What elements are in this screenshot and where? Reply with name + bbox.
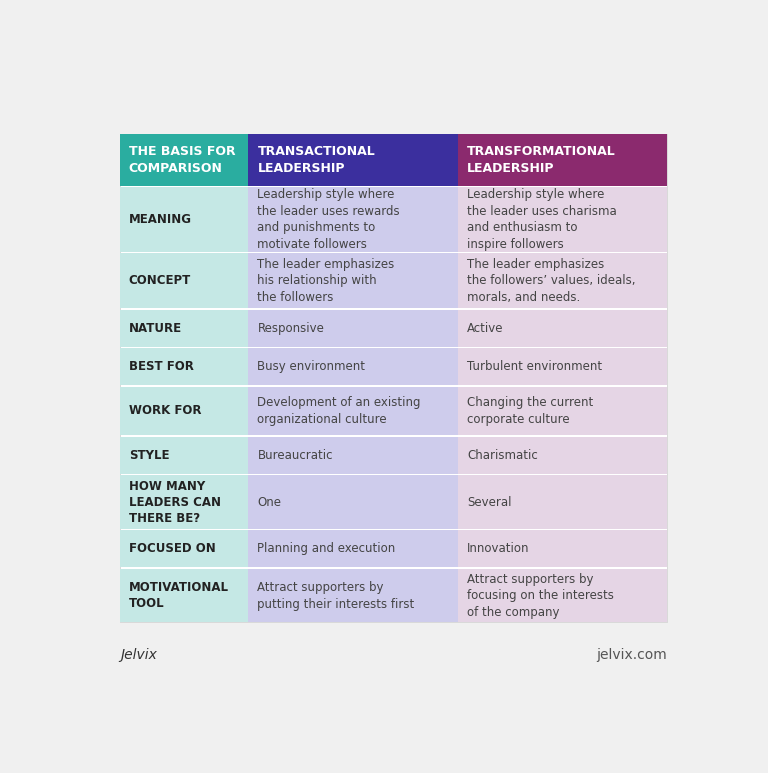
Bar	[120, 475, 249, 529]
Bar	[458, 437, 667, 474]
Bar	[120, 309, 249, 346]
Bar	[120, 387, 249, 435]
Bar	[120, 530, 249, 567]
Text: Several: Several	[467, 495, 511, 509]
Text: Changing the current
corporate culture: Changing the current corporate culture	[467, 397, 594, 426]
Bar	[120, 135, 249, 186]
Bar	[458, 475, 667, 529]
Bar	[120, 569, 249, 622]
Bar	[120, 188, 249, 251]
Text: WORK FOR: WORK FOR	[129, 404, 201, 417]
Text: BEST FOR: BEST FOR	[129, 360, 194, 373]
Bar	[249, 530, 458, 567]
Bar	[249, 135, 458, 186]
Text: Jelvix: Jelvix	[120, 649, 157, 662]
Text: Development of an existing
organizational culture: Development of an existing organizationa…	[257, 397, 421, 426]
Bar	[458, 135, 667, 186]
Text: FOCUSED ON: FOCUSED ON	[129, 543, 216, 556]
Bar	[249, 309, 458, 346]
Bar	[458, 530, 667, 567]
Bar	[458, 349, 667, 385]
Text: jelvix.com: jelvix.com	[597, 649, 667, 662]
Bar	[249, 387, 458, 435]
Bar	[458, 254, 667, 308]
Text: Turbulent environment: Turbulent environment	[467, 360, 602, 373]
Bar	[249, 254, 458, 308]
Bar	[120, 135, 667, 622]
Bar	[249, 437, 458, 474]
Text: The leader emphasizes
the followers’ values, ideals,
morals, and needs.: The leader emphasizes the followers’ val…	[467, 257, 636, 304]
Text: Active: Active	[467, 322, 504, 335]
Bar	[249, 188, 458, 251]
Text: Leadership style where
the leader uses charisma
and enthusiasm to
inspire follow: Leadership style where the leader uses c…	[467, 189, 617, 250]
Text: The leader emphasizes
his relationship with
the followers: The leader emphasizes his relationship w…	[257, 257, 395, 304]
Text: NATURE: NATURE	[129, 322, 182, 335]
Bar	[458, 188, 667, 251]
Bar	[120, 437, 249, 474]
Bar	[120, 349, 249, 385]
Bar	[249, 349, 458, 385]
Bar	[249, 569, 458, 622]
Text: Planning and execution: Planning and execution	[257, 543, 396, 556]
Text: CONCEPT: CONCEPT	[129, 274, 191, 287]
Text: One: One	[257, 495, 281, 509]
Text: Bureaucratic: Bureaucratic	[257, 448, 333, 461]
Bar	[120, 254, 249, 308]
Bar	[458, 387, 667, 435]
Text: Leadership style where
the leader uses rewards
and punishments to
motivate follo: Leadership style where the leader uses r…	[257, 189, 400, 250]
Bar	[458, 569, 667, 622]
Text: Busy environment: Busy environment	[257, 360, 366, 373]
Text: HOW MANY
LEADERS CAN
THERE BE?: HOW MANY LEADERS CAN THERE BE?	[129, 479, 220, 525]
Text: MEANING: MEANING	[129, 213, 192, 226]
Text: Attract supporters by
focusing on the interests
of the company: Attract supporters by focusing on the in…	[467, 573, 614, 619]
Text: STYLE: STYLE	[129, 448, 169, 461]
Text: Responsive: Responsive	[257, 322, 324, 335]
Bar	[458, 309, 667, 346]
Text: Charismatic: Charismatic	[467, 448, 538, 461]
Text: TRANSFORMATIONAL
LEADERSHIP: TRANSFORMATIONAL LEADERSHIP	[467, 145, 616, 175]
Text: MOTIVATIONAL
TOOL: MOTIVATIONAL TOOL	[129, 581, 229, 611]
Text: TRANSACTIONAL
LEADERSHIP: TRANSACTIONAL LEADERSHIP	[257, 145, 376, 175]
Bar	[249, 475, 458, 529]
Text: Innovation: Innovation	[467, 543, 530, 556]
Text: Attract supporters by
putting their interests first: Attract supporters by putting their inte…	[257, 581, 415, 611]
Text: THE BASIS FOR
COMPARISON: THE BASIS FOR COMPARISON	[129, 145, 235, 175]
